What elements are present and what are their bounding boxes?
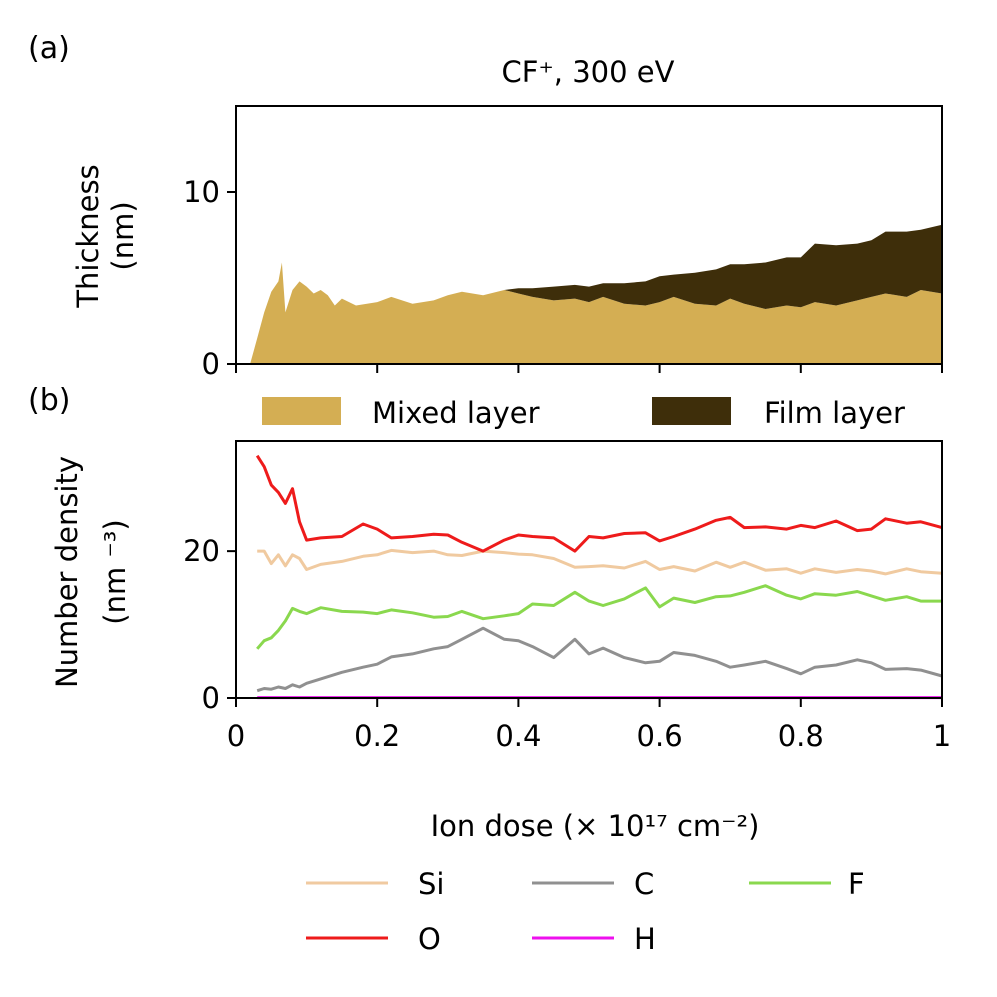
density-x-tick-label: 0.6 — [637, 719, 683, 753]
legend-label-c: C — [634, 867, 654, 901]
legend-label-mixed-layer: Mixed layer — [372, 396, 540, 430]
thickness-legend: Mixed layer Film layer — [262, 396, 905, 430]
legend-swatch-mixed-layer — [262, 397, 341, 425]
thickness-y-axis-label-line1: Thickness — [71, 164, 105, 308]
thickness-plot-frame — [235, 105, 943, 365]
line-si — [257, 548, 943, 576]
density-x-tick-label: 0.2 — [354, 719, 400, 753]
line-c — [256, 626, 943, 693]
legend-swatch-film-layer — [652, 397, 731, 425]
area-mixed-layer — [250, 262, 943, 364]
density-axis-ticks: 0 0.2 0.4 0.6 0.8 1 0 20 — [183, 534, 951, 753]
legend-label-si: Si — [418, 867, 444, 901]
density-legend: Si C F O H — [306, 867, 865, 956]
density-y-axis-label-line1: Number density — [50, 456, 84, 688]
legend-label-h: H — [634, 922, 656, 956]
density-x-tick-label: 0 — [227, 719, 245, 753]
density-y-axis-label-line2: (nm ⁻³) — [98, 519, 132, 624]
x-axis-label: Ion dose (× 10¹⁷ cm⁻²) — [431, 809, 760, 843]
density-y-tick-label: 0 — [202, 681, 220, 715]
legend-label-f: F — [848, 867, 865, 901]
thickness-axis-ticks: 0 10 — [183, 175, 943, 381]
density-x-tick-label: 1 — [933, 719, 951, 753]
density-plot-frame — [235, 440, 943, 699]
density-x-tick-label: 0.8 — [778, 719, 824, 753]
thickness-chart-title: CF⁺, 300 eV — [502, 55, 675, 89]
area-film-layer — [250, 224, 943, 364]
thickness-y-tick-label: 10 — [183, 175, 220, 209]
density-panel: 0 0.2 0.4 0.6 0.8 1 0 20 Number density (nm ⁻³)… — [50, 440, 951, 843]
thickness-areas — [250, 224, 943, 364]
panel-label-b: (b) — [28, 383, 70, 418]
line-f — [256, 584, 942, 650]
thickness-y-tick-label: 0 — [202, 347, 220, 381]
thickness-panel: CF⁺, 300 eV 0 10 Thickness (nm) — [71, 55, 943, 381]
legend-label-o: O — [418, 922, 441, 956]
line-o — [255, 454, 943, 553]
density-x-tick-label: 0.4 — [495, 719, 541, 753]
legend-label-film-layer: Film layer — [764, 396, 905, 430]
panel-label-a: (a) — [28, 31, 70, 66]
thickness-y-axis-label-line2: (nm) — [106, 201, 140, 270]
density-y-tick-label: 20 — [183, 534, 220, 568]
density-lines — [255, 454, 943, 700]
